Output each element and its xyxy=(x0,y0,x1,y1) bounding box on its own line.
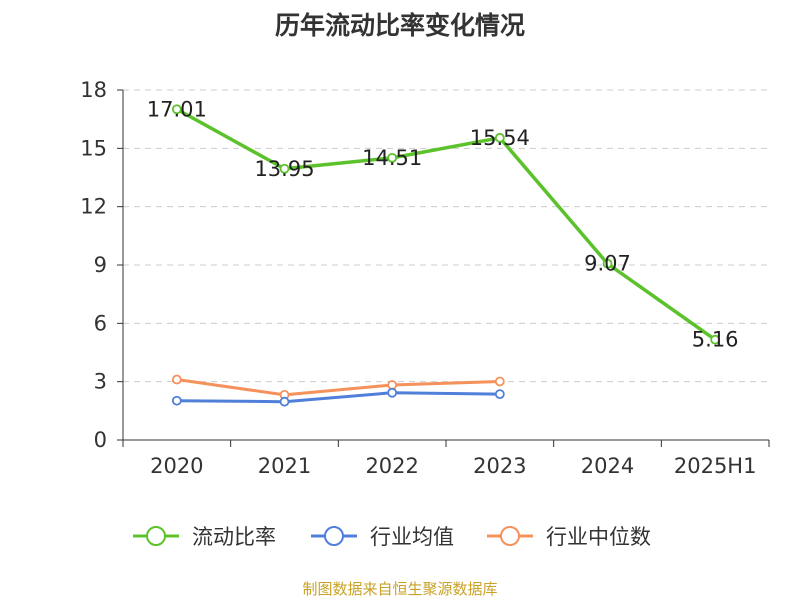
legend-label: 行业均值 xyxy=(370,525,454,549)
legend-marker xyxy=(500,526,520,546)
y-tick-label: 12 xyxy=(80,195,107,219)
data-point[interactable] xyxy=(387,387,398,398)
data-labels: 17.01 13.95 14.51 15.54 9.07 5.16 xyxy=(147,97,739,351)
data-point[interactable] xyxy=(171,374,182,385)
x-tick-label: 2025H1 xyxy=(674,454,757,478)
series-line xyxy=(175,107,717,342)
data-label: 15.54 xyxy=(470,126,530,150)
data-label: 13.95 xyxy=(254,157,314,181)
x-tick-label: 2020 xyxy=(150,454,203,478)
y-tick-label: 6 xyxy=(94,311,107,335)
data-point[interactable] xyxy=(279,396,290,407)
chart-title: 历年流动比率变化情况 xyxy=(274,11,525,40)
x-tick-label: 2021 xyxy=(258,454,311,478)
legend-marker xyxy=(324,526,344,546)
data-point[interactable] xyxy=(494,376,505,387)
series-line xyxy=(176,378,500,397)
data-point[interactable] xyxy=(602,258,613,269)
legend-item[interactable]: 流动比率 xyxy=(133,525,276,549)
axes: 0 3 6 9 12 15 18 2020 2021 2022 2023 2024 2025H1 xyxy=(80,78,770,478)
y-tick-label: 18 xyxy=(80,78,107,102)
x-tick-label: 2022 xyxy=(365,454,418,478)
data-point[interactable] xyxy=(710,334,721,345)
data-point[interactable] xyxy=(494,132,505,143)
series-lines xyxy=(171,104,721,407)
data-label: 14.51 xyxy=(362,146,422,170)
legend[interactable]: 流动比率 行业均值 行业中位数 xyxy=(133,525,651,549)
data-point[interactable] xyxy=(387,152,398,163)
data-label: 9.07 xyxy=(584,252,631,276)
y-tick-label: 9 xyxy=(94,253,107,277)
data-point[interactable] xyxy=(494,389,505,400)
legend-label: 行业中位数 xyxy=(546,525,651,549)
legend-label: 流动比率 xyxy=(192,525,276,549)
data-point[interactable] xyxy=(387,380,398,390)
series-line xyxy=(176,391,500,404)
data-label: 5.16 xyxy=(692,328,739,352)
legend-item[interactable]: 行业中位数 xyxy=(487,525,651,549)
y-tick-label: 0 xyxy=(94,428,107,452)
legend-item[interactable]: 行业均值 xyxy=(311,525,454,549)
data-label: 17.01 xyxy=(147,97,207,121)
data-point[interactable] xyxy=(279,163,290,174)
legend-marker xyxy=(146,526,166,546)
y-tick-label: 3 xyxy=(94,370,107,394)
x-tick-label: 2024 xyxy=(581,454,634,478)
y-tick-label: 15 xyxy=(80,136,107,160)
source-note: 制图数据来自恒生聚源数据库 xyxy=(302,580,498,598)
data-point[interactable] xyxy=(171,395,182,406)
x-tick-label: 2023 xyxy=(473,454,526,478)
data-point[interactable] xyxy=(171,104,182,115)
